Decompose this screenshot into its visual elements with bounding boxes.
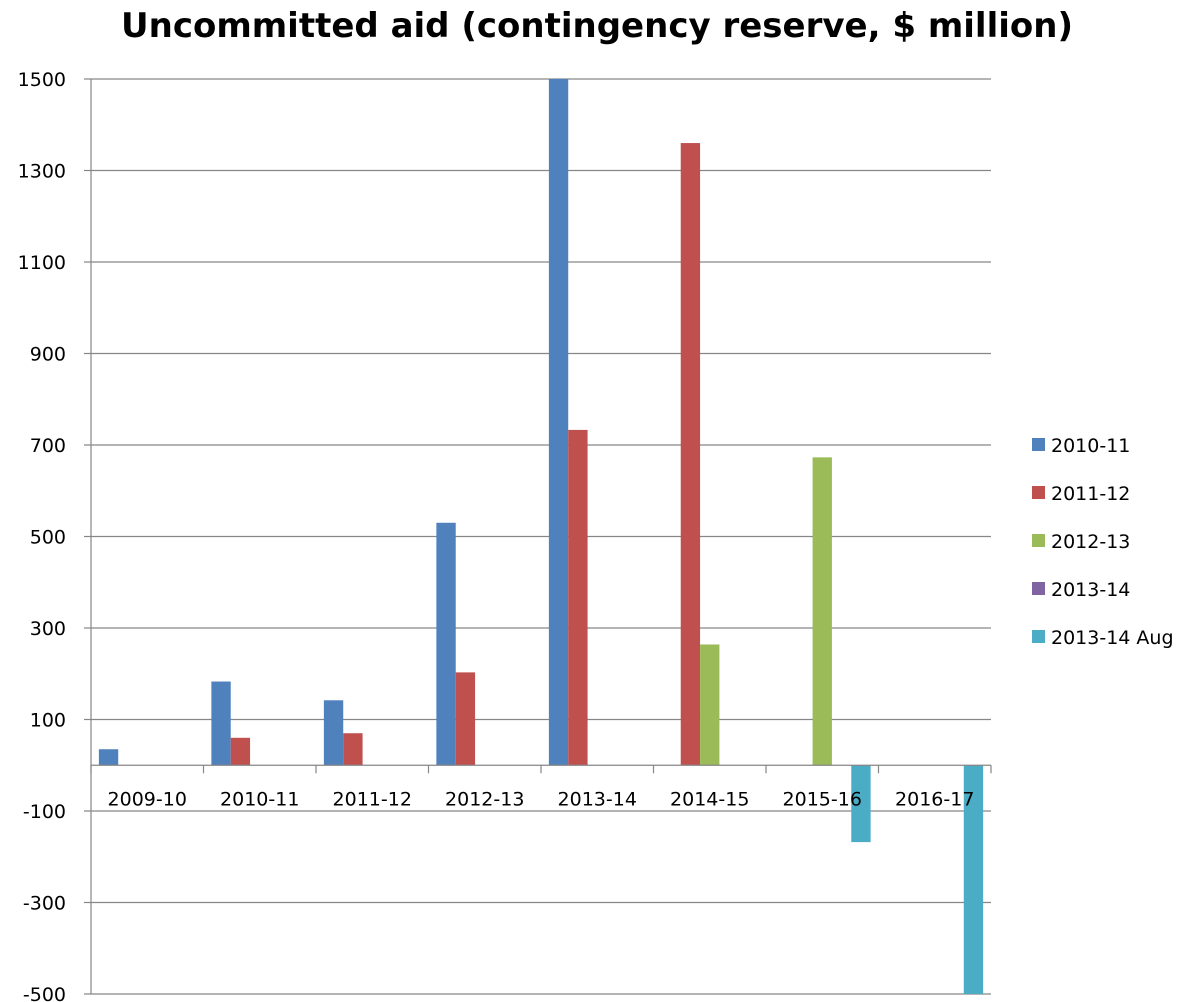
y-tick-label: 1100	[18, 252, 66, 274]
legend-label: 2013-14 Aug	[1051, 627, 1174, 649]
bar	[455, 672, 476, 766]
bar	[812, 457, 832, 766]
chart-title: Uncommitted aid (contingency reserve, $ …	[121, 6, 1073, 46]
gridlines	[91, 78, 991, 995]
y-tick-label: -300	[23, 893, 66, 915]
x-tick-label: 2013-14	[558, 788, 637, 810]
y-tick-label: 300	[30, 618, 66, 640]
legend-label: 2013-14	[1051, 579, 1130, 601]
bar	[211, 681, 231, 766]
y-tick-label: -100	[23, 801, 66, 823]
y-tick-label: -500	[23, 984, 66, 1002]
x-tick-label: 2016-17	[895, 788, 974, 810]
legend-swatch	[1032, 582, 1045, 595]
y-tick-label: 900	[30, 344, 66, 366]
legend-swatch	[1032, 438, 1045, 451]
bar	[323, 700, 344, 766]
bar	[548, 79, 569, 766]
legend-swatch	[1032, 630, 1045, 643]
y-tick-label: 500	[30, 527, 66, 549]
x-tick-label: 2009-10	[108, 788, 187, 810]
legend: 2010-11 2011-12 2012-13 2013-14 2013-14 Aug	[1032, 435, 1174, 649]
legend-label: 2010-11	[1051, 435, 1130, 457]
bar	[851, 765, 871, 843]
bar	[343, 733, 363, 766]
bar	[230, 737, 251, 766]
y-tick-label: 1300	[18, 161, 66, 183]
x-tick-label: 2011-12	[333, 788, 412, 810]
tick-labels: -500 -300 -100 100 300 500 700 900 1100 1300 1500 2…	[18, 69, 975, 1002]
bar	[963, 765, 984, 994]
bars	[98, 79, 984, 994]
bar	[98, 749, 119, 766]
bar	[700, 644, 720, 766]
legend-swatch	[1032, 486, 1045, 499]
bar	[680, 143, 701, 766]
y-tick-label: 700	[30, 435, 66, 457]
legend-label: 2012-13	[1051, 531, 1130, 553]
x-tick-label: 2015-16	[783, 788, 862, 810]
axes	[84, 78, 992, 995]
y-tick-label: 1500	[18, 69, 66, 91]
bar	[436, 522, 456, 766]
legend-swatch	[1032, 534, 1045, 547]
bar	[568, 429, 588, 766]
x-tick-label: 2010-11	[220, 788, 299, 810]
y-tick-label: 100	[30, 710, 66, 732]
legend-label: 2011-12	[1051, 483, 1130, 505]
x-tick-label: 2012-13	[445, 788, 524, 810]
x-tick-label: 2014-15	[670, 788, 749, 810]
